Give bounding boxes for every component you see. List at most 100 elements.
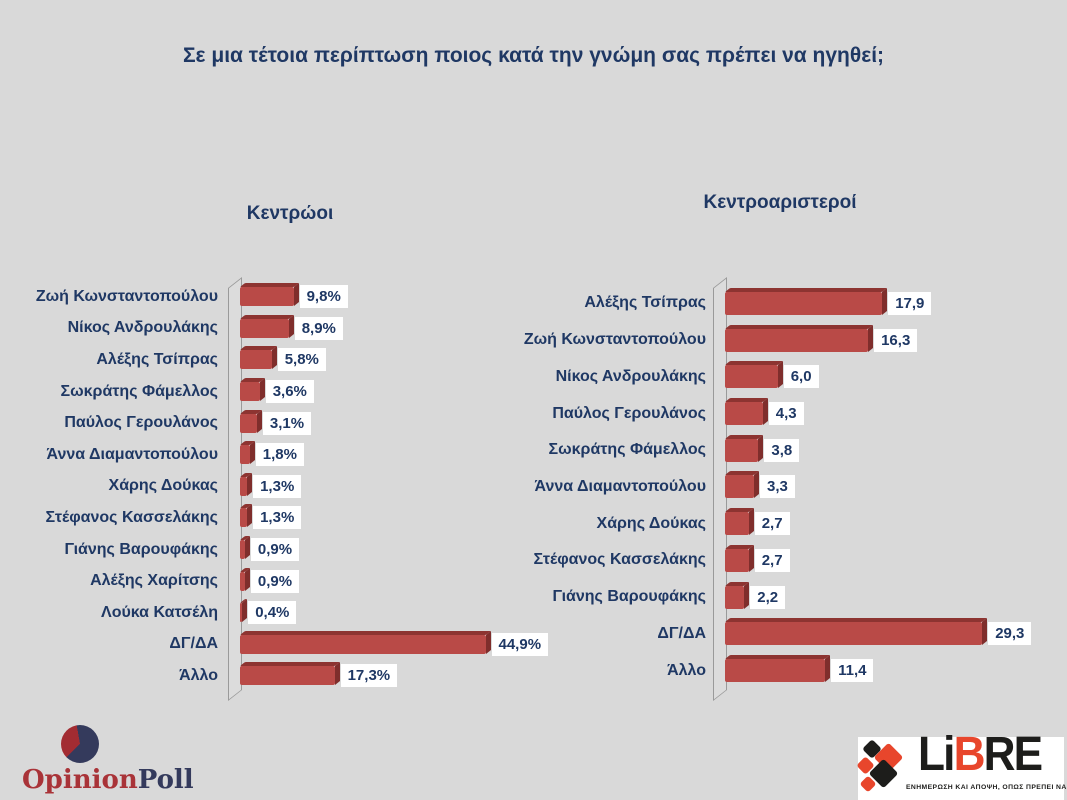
value-label: 5,8% xyxy=(277,348,326,372)
chart-row: Σωκράτης Φάμελλος 3,6% xyxy=(20,376,560,408)
chart-row: Νίκος Ανδρουλάκης 8,9% xyxy=(20,313,560,345)
bar-track: 6,0 xyxy=(725,365,819,389)
value-label: 29,3 xyxy=(988,622,1032,646)
chart-row: Στέφανος Κασσελάκης 2,7 xyxy=(460,542,1060,579)
value-label: 8,9% xyxy=(294,316,343,340)
bar xyxy=(240,350,272,370)
chart-row: Άννα Διαμαντοπούλου 1,8% xyxy=(20,439,560,471)
category-label: Αλέξης Τσίπρας xyxy=(96,350,218,368)
chart-row: Άλλο 11,4 xyxy=(460,652,1060,689)
category-label: Λούκα Κατσέλη xyxy=(101,603,218,621)
value-label: 17,3% xyxy=(340,664,398,688)
bar-track: 17,9 xyxy=(725,291,932,315)
category-label: Γιάνης Βαρουφάκης xyxy=(64,540,219,558)
bar-track: 3,6% xyxy=(240,380,314,404)
value-label: 3,3 xyxy=(760,475,795,499)
value-label: 16,3 xyxy=(874,328,918,352)
value-label: 0,9% xyxy=(250,569,300,593)
bar-track: 29,3 xyxy=(725,622,1032,646)
value-label: 0,4% xyxy=(248,601,297,625)
chart-row: Παύλος Γερουλάνος 3,1% xyxy=(20,407,560,439)
bar xyxy=(240,571,245,591)
value-label: 1,8% xyxy=(255,443,304,467)
bar xyxy=(725,622,983,646)
chart-row: Ζωή Κωνσταντοπούλου 9,8% xyxy=(20,281,560,313)
chart-row: Χάρης Δούκας 2,7 xyxy=(460,505,1060,542)
category-label: Αλέξης Χαρίτσης xyxy=(90,572,218,590)
bar xyxy=(725,291,883,315)
chart-row: Νίκος Ανδρουλάκης 6,0 xyxy=(460,358,1060,395)
chart-row: Χάρης Δούκας 1,3% xyxy=(20,471,560,503)
bar xyxy=(240,634,486,654)
opinionpoll-wordmark: OpinionPoll xyxy=(22,765,194,795)
value-label: 2,7 xyxy=(754,548,790,572)
bar xyxy=(240,476,248,496)
bar-track: 3,8 xyxy=(725,438,800,462)
bar xyxy=(725,585,745,609)
bar-track: 5,8% xyxy=(240,348,326,372)
chart-row: ΔΓ/ΔΑ 44,9% xyxy=(20,629,560,661)
chart-row: ΔΓ/ΔΑ 29,3 xyxy=(460,615,1060,652)
category-label: Άννα Διαμαντοπούλου xyxy=(534,477,706,495)
chart-row: Ζωή Κωνσταντοπούλου 16,3 xyxy=(460,322,1060,359)
category-label: Στέφανος Κασσελάκης xyxy=(45,508,218,526)
opinionpoll-pie-icon xyxy=(61,725,99,763)
category-label: Αλέξης Τσίπρας xyxy=(584,294,706,312)
category-label: Ζωή Κωνσταντοπούλου xyxy=(523,331,706,349)
bar xyxy=(240,508,248,528)
bar-track: 3,1% xyxy=(240,411,312,435)
libre-logo: LiBRE ΕΝΗΜΕΡΩΣΗ ΚΑΙ ΑΠΟΨΗ, ΟΠΩΣ ΠΡΕΠΕΙ Ν… xyxy=(856,731,1067,800)
bar xyxy=(240,413,257,433)
category-label: ΔΓ/ΔΑ xyxy=(169,635,218,653)
value-label: 6,0 xyxy=(783,365,819,389)
bar-track: 3,3 xyxy=(725,475,795,499)
value-label: 2,7 xyxy=(754,512,790,536)
value-label: 0,9% xyxy=(250,538,300,562)
bar-track: 9,8% xyxy=(240,285,348,309)
opinionpoll-word-navy: Poll xyxy=(137,765,194,795)
value-label: 4,3 xyxy=(768,402,804,426)
bar-track: 1,3% xyxy=(240,506,302,530)
category-label: Σωκράτης Φάμελλος xyxy=(60,382,219,400)
value-label: 9,8% xyxy=(299,285,348,309)
category-label: Γιάνης Βαρουφάκης xyxy=(552,588,707,606)
bar xyxy=(240,603,243,623)
question-title: Σε μια τέτοια περίπτωση ποιος κατά την γ… xyxy=(182,44,885,67)
libre-tagline: ΕΝΗΜΕΡΩΣΗ ΚΑΙ ΑΠΟΨΗ, ΟΠΩΣ ΠΡΕΠΕΙ ΝΑ ΕΙΝΑ… xyxy=(906,784,1067,791)
bar xyxy=(725,438,759,462)
value-label: 2,2 xyxy=(750,585,786,609)
chart-title-centre-left: Κεντροαριστεροί xyxy=(703,192,857,213)
bar xyxy=(725,512,749,536)
category-label: Άννα Διαμαντοπούλου xyxy=(46,445,218,463)
bar-track: 2,7 xyxy=(725,548,790,572)
chart-row: Λούκα Κατσέλη 0,4% xyxy=(20,597,560,629)
chart-row: Αλέξης Τσίπρας 5,8% xyxy=(20,344,560,376)
value-label: 1,3% xyxy=(253,506,302,530)
chart-title-centrists: Κεντρώοι xyxy=(246,203,334,224)
value-label: 3,6% xyxy=(265,380,314,404)
category-label: Παύλος Γερουλάνος xyxy=(64,414,218,432)
chart-row: Γιάνης Βαρουφάκης 0,9% xyxy=(20,534,560,566)
bar xyxy=(725,475,754,499)
category-label: Σωκράτης Φάμελλος xyxy=(548,441,707,459)
bar-track: 2,7 xyxy=(725,512,790,536)
bar-track: 0,9% xyxy=(240,538,300,562)
bar xyxy=(240,318,289,338)
bar-chart-centrists: Ζωή Κωνσταντοπούλου 9,8% Νίκος Ανδρουλάκης… xyxy=(20,281,560,692)
bar xyxy=(240,445,250,465)
bar-track: 17,3% xyxy=(240,664,398,688)
bar-track: 11,4 xyxy=(725,659,874,683)
libre-wordmark: LiBRE xyxy=(918,728,1043,781)
chart-row: Σωκράτης Φάμελλος 3,8 xyxy=(460,432,1060,469)
chart-row: Άλλο 17,3% xyxy=(20,660,560,692)
value-label: 44,9% xyxy=(491,632,549,656)
bar-track: 0,4% xyxy=(240,601,297,625)
bar-track: 2,2 xyxy=(725,585,786,609)
bar-track: 8,9% xyxy=(240,316,343,340)
bar xyxy=(725,328,869,352)
bar xyxy=(240,666,335,686)
category-label: Παύλος Γερουλάνος xyxy=(552,404,706,422)
category-label: Χάρης Δούκας xyxy=(596,514,706,532)
bar xyxy=(725,659,826,683)
value-label: 3,8 xyxy=(764,438,800,462)
